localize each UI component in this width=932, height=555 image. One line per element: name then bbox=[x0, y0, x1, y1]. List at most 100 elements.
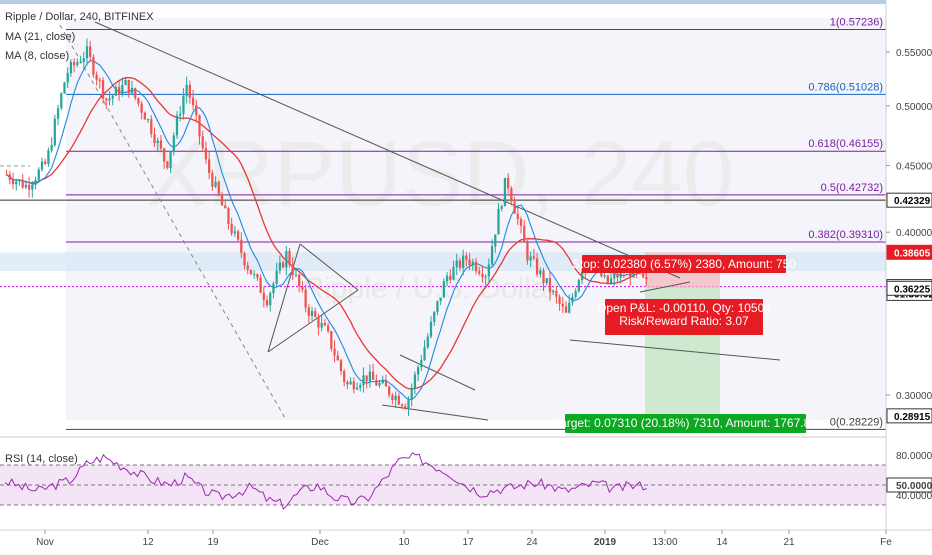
candle-body bbox=[333, 348, 336, 356]
trend-line[interactable] bbox=[639, 281, 691, 293]
candle-body bbox=[471, 261, 474, 266]
time-tick-label: 19 bbox=[207, 537, 219, 548]
candle-body bbox=[89, 46, 92, 57]
candle-body bbox=[339, 360, 343, 371]
time-axis[interactable] bbox=[0, 530, 932, 550]
trend-line[interactable] bbox=[569, 339, 781, 361]
candle-body bbox=[317, 316, 320, 328]
candle-body bbox=[195, 105, 198, 116]
candle-body bbox=[417, 367, 420, 375]
candle-body bbox=[105, 98, 108, 101]
candle-body bbox=[307, 307, 310, 316]
candle-body bbox=[172, 135, 175, 151]
rsi-legend[interactable]: RSI (14, close) bbox=[5, 453, 78, 465]
candle-body bbox=[400, 404, 404, 407]
candle-body bbox=[182, 95, 185, 114]
trend-line[interactable] bbox=[94, 21, 681, 279]
price-label-box bbox=[886, 408, 932, 424]
candle-body bbox=[371, 371, 375, 380]
candle-body bbox=[233, 231, 236, 234]
price-label: 0.38605 bbox=[894, 248, 931, 259]
time-tick-label: 10 bbox=[398, 537, 410, 548]
time-tick-label: 21 bbox=[783, 537, 795, 548]
candle-body bbox=[323, 322, 327, 326]
candle-body bbox=[474, 261, 478, 272]
fib-label: 1(0.57236) bbox=[830, 16, 883, 28]
candle-body bbox=[420, 360, 423, 368]
candle-body bbox=[555, 290, 558, 297]
candle-body bbox=[92, 56, 95, 75]
rsi-tick-label: 80.0000 bbox=[896, 451, 932, 462]
candle-body bbox=[166, 161, 169, 168]
pnl-label-box[interactable] bbox=[605, 299, 763, 335]
candle-body bbox=[246, 265, 249, 270]
stop-label-box[interactable] bbox=[582, 255, 786, 273]
candle-body bbox=[111, 95, 114, 99]
rsi-tick-label: 40.0000 bbox=[896, 491, 932, 502]
candle-body bbox=[137, 98, 140, 104]
candle-body bbox=[278, 262, 282, 271]
trend-line[interactable] bbox=[59, 24, 286, 419]
candle-body bbox=[8, 174, 11, 180]
candle-body bbox=[552, 290, 555, 293]
candle-body bbox=[130, 88, 134, 94]
candle-body bbox=[310, 311, 314, 316]
candle-body bbox=[529, 256, 532, 261]
candle-body bbox=[404, 406, 407, 410]
target-label-box[interactable] bbox=[565, 414, 806, 433]
candle-body bbox=[76, 62, 79, 66]
fib-label: 0.5(0.42732) bbox=[821, 182, 883, 194]
pnl-label-text: Open P&L: -0.00110, Qty: 10504 bbox=[597, 301, 771, 315]
candle-body bbox=[410, 387, 413, 400]
candle-body bbox=[163, 148, 166, 162]
candle-body bbox=[285, 251, 288, 268]
trend-line[interactable] bbox=[299, 243, 359, 291]
candle-body bbox=[580, 271, 584, 281]
candle-body bbox=[281, 262, 285, 268]
rsi-pane bbox=[0, 452, 886, 510]
candle-body bbox=[124, 79, 127, 85]
candle-body bbox=[304, 289, 307, 308]
candle-body bbox=[253, 274, 256, 276]
candle-body bbox=[188, 84, 191, 98]
candle-body bbox=[355, 387, 359, 390]
candle-body bbox=[526, 242, 529, 261]
price-label-box bbox=[886, 192, 932, 208]
symbol-legend[interactable]: Ripple / Dollar, 240, BITFINEX bbox=[5, 11, 154, 23]
trend-line[interactable] bbox=[267, 243, 301, 353]
candle-body bbox=[262, 292, 265, 301]
price-axis-ticks: 0.55000 0.50000 0.45000 0.40000 0.30000 80.00… bbox=[886, 48, 932, 502]
price-label-box bbox=[886, 280, 932, 296]
trend-line[interactable] bbox=[267, 289, 359, 353]
ma8-legend[interactable]: MA (8, close) bbox=[5, 50, 69, 62]
trend-line[interactable] bbox=[381, 404, 489, 421]
candle-body bbox=[159, 140, 163, 149]
moving-averages bbox=[6, 60, 647, 401]
candle-body bbox=[114, 86, 118, 96]
price-axis[interactable] bbox=[886, 0, 932, 530]
rsi-value-box bbox=[886, 477, 932, 493]
candle-body bbox=[436, 301, 439, 312]
candle-body bbox=[230, 224, 233, 234]
ma21-legend[interactable]: MA (21, close) bbox=[5, 31, 75, 43]
candle-body bbox=[484, 276, 487, 278]
candle-body bbox=[211, 172, 214, 187]
candle-body bbox=[44, 161, 47, 164]
candle-body bbox=[179, 113, 182, 116]
candle-body bbox=[561, 303, 564, 307]
position-labels[interactable]: Stop: 0.02380 (6.57%) 2380, Amount: 750 O… bbox=[554, 255, 817, 433]
top-edge bbox=[0, 0, 932, 4]
candle-body bbox=[487, 264, 490, 277]
candle-body bbox=[384, 380, 388, 387]
candle-body bbox=[66, 73, 69, 83]
candle-body bbox=[397, 395, 400, 405]
candle-body bbox=[423, 347, 426, 361]
trend-lines[interactable] bbox=[59, 21, 781, 421]
rsi-tick-label: 50.0000 bbox=[896, 481, 932, 492]
candle-body bbox=[269, 293, 272, 306]
rsi-line bbox=[4, 452, 647, 510]
candle-body bbox=[272, 283, 275, 294]
candle-body bbox=[82, 58, 85, 62]
